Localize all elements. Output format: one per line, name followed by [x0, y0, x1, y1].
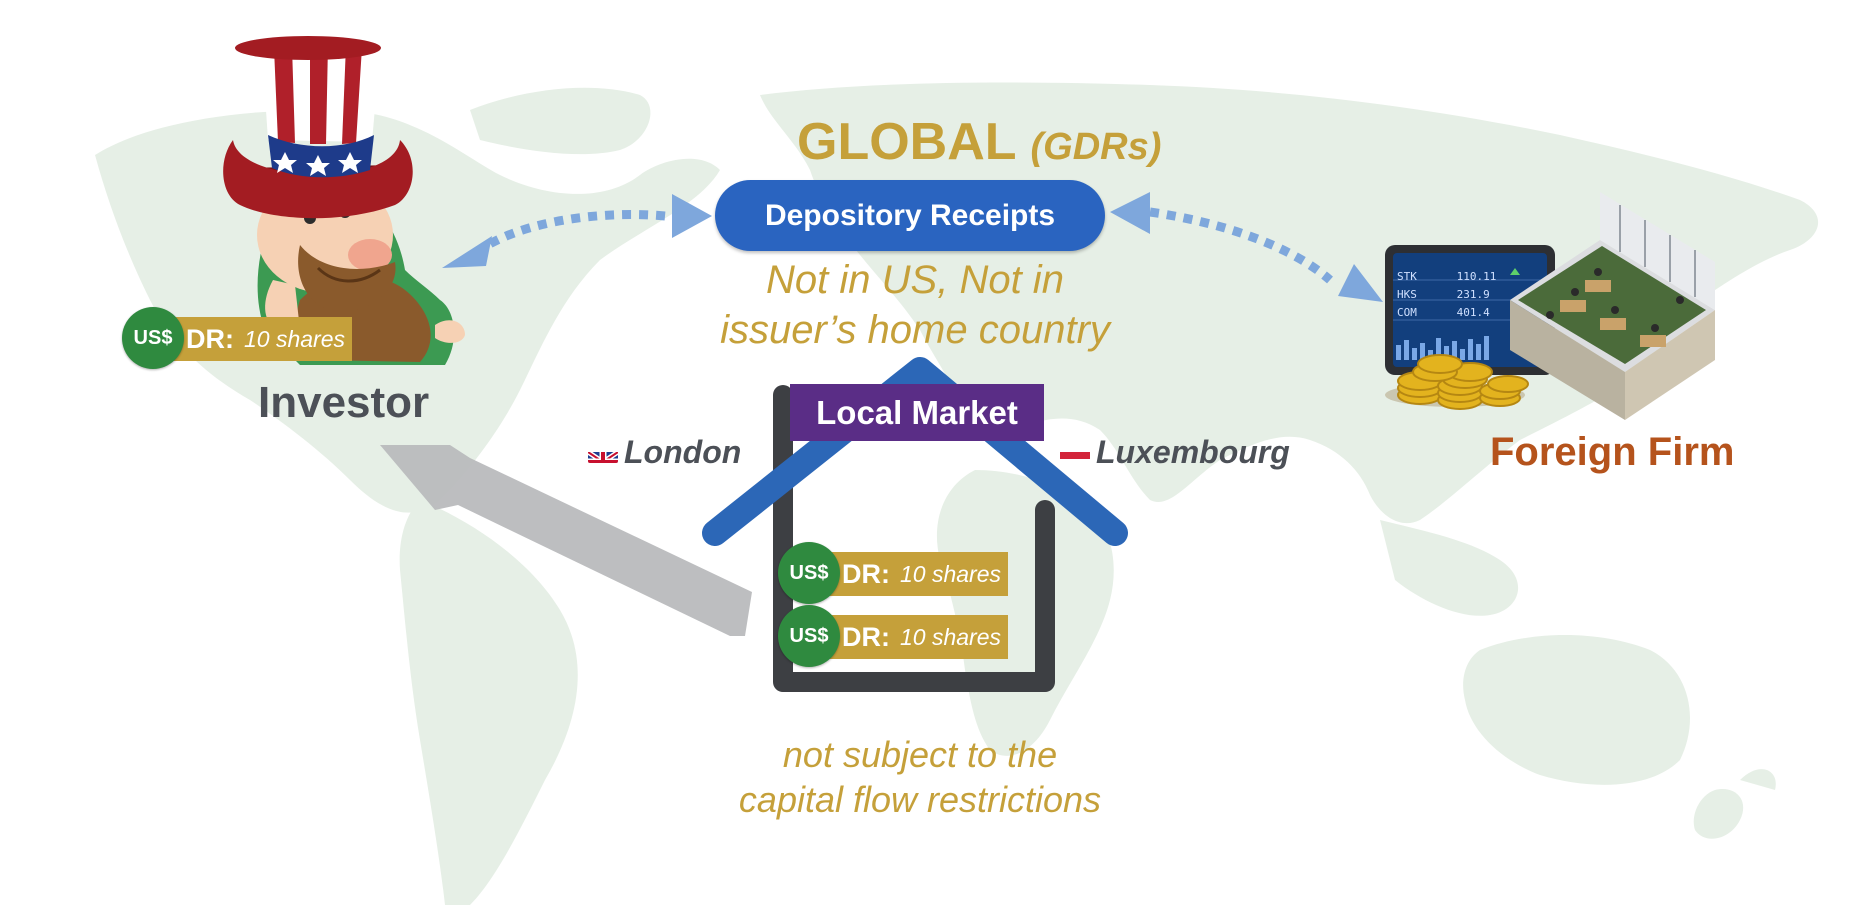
city-london: London [588, 434, 741, 471]
investor-dr-badge: US$ DR: 10 shares [122, 307, 354, 369]
local-dr-badge: US$ DR: 10 shares [778, 542, 1010, 604]
city-luxembourg-label: Luxembourg [1096, 434, 1290, 470]
usd-coin-icon: US$ [778, 542, 840, 604]
dr-bar: DR: 10 shares [818, 615, 1008, 659]
dr-value: 10 shares [900, 560, 1002, 587]
diagram-title: GLOBAL (GDRs) [797, 112, 1161, 172]
dotted-arrowhead-investor-left [442, 236, 492, 268]
note-bottom-line-2: capital flow restrictions [738, 779, 1102, 820]
dotted-arrowhead-firm-left [1110, 192, 1150, 234]
dr-bar: DR: 10 shares [818, 552, 1008, 596]
ticker-row: HKS 231.9 [1397, 288, 1490, 301]
ticker-row: STK 110.11 [1397, 270, 1497, 283]
note-top: Not in US, Not in issuer’s home country [700, 255, 1130, 355]
foreign-firm-label: Foreign Firm [1490, 430, 1735, 474]
dr-value: 10 shares [900, 623, 1002, 650]
title-sub: (GDRs) [1030, 126, 1162, 168]
usd-coin-icon: US$ [122, 307, 184, 369]
dr-key: DR: [842, 558, 890, 589]
note-top-line-2: issuer’s home country [720, 308, 1110, 352]
uk-flag-icon [588, 443, 618, 463]
dotted-arrowhead-firm-right [1338, 264, 1383, 302]
note-bottom: not subject to the capital flow restrict… [690, 732, 1150, 822]
title-main: GLOBAL [797, 113, 1017, 171]
screen-ticker: STK 110.11 HKS 231.9 COM 401.4 [1397, 268, 1496, 322]
dotted-arrow-firm [1149, 207, 1333, 284]
dotted-arrow-investor [477, 210, 666, 254]
usd-coin-icon: US$ [778, 605, 840, 667]
depository-receipts-pill: Depository Receipts [715, 180, 1105, 251]
investor-label: Investor [258, 378, 430, 427]
city-london-label: London [624, 434, 742, 470]
note-bottom-line-1: not subject to the [782, 734, 1058, 775]
ticker-row: COM 401.4 [1397, 306, 1490, 319]
netherlands-flag-icon [1060, 443, 1090, 463]
dr-bar: DR: 10 shares [162, 317, 352, 361]
local-market-label: Local Market [790, 384, 1044, 441]
note-top-line-1: Not in US, Not in [766, 258, 1064, 302]
local-dr-badge: US$ DR: 10 shares [778, 605, 1010, 667]
city-luxembourg: Luxembourg [1060, 434, 1290, 471]
dotted-arrowhead-investor-right [672, 194, 712, 238]
dr-key: DR: [186, 323, 234, 354]
dr-value: 10 shares [244, 325, 346, 352]
dr-key: DR: [842, 621, 890, 652]
